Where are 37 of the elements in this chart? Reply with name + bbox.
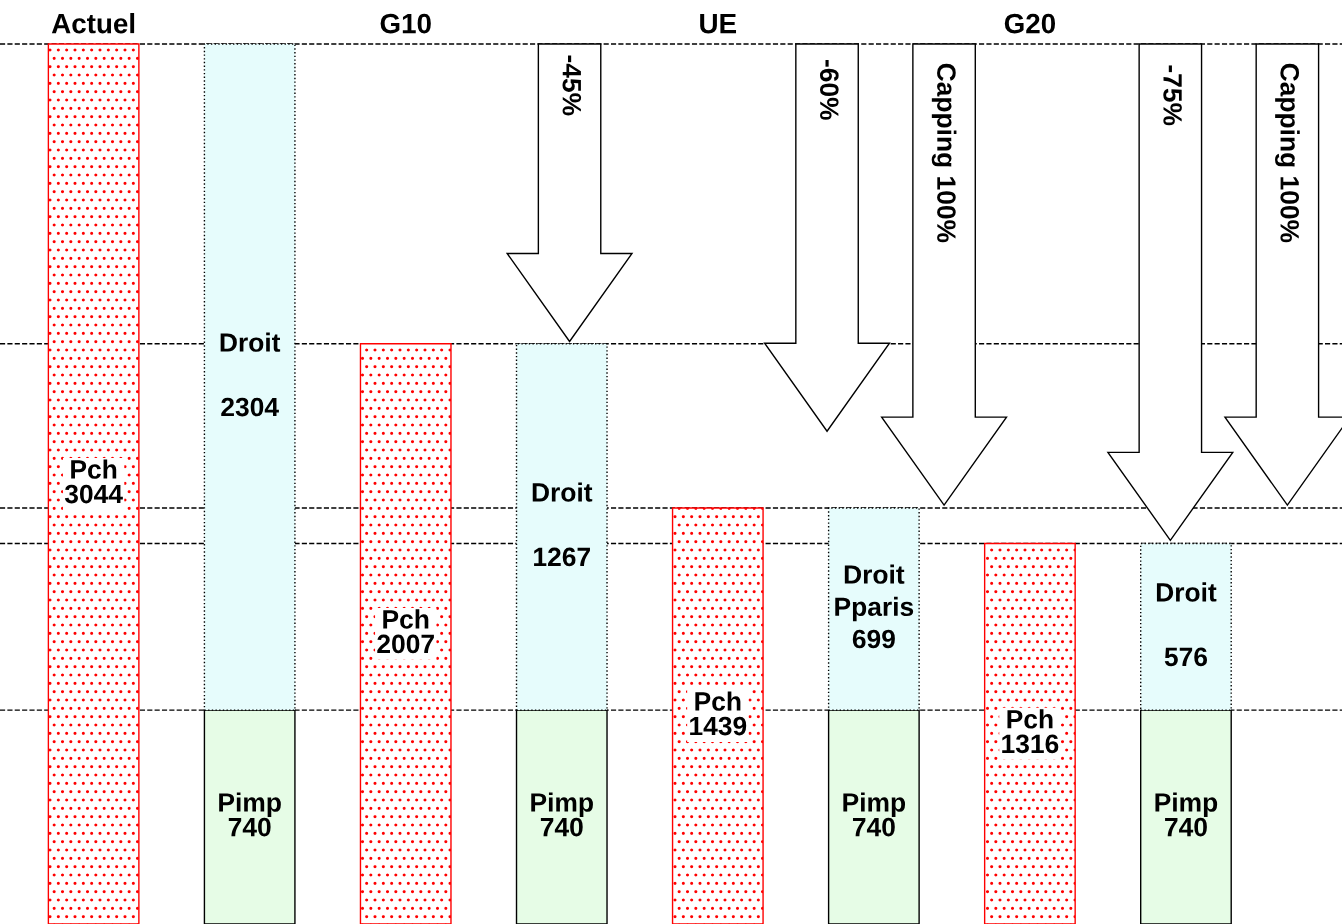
series-label: Pch <box>383 609 429 629</box>
text: Pch <box>71 459 117 479</box>
data-label: 740 <box>540 817 583 837</box>
series-label: Droit <box>532 482 593 502</box>
x-tick-label: UE <box>700 14 737 34</box>
data-label: Pparis 699 <box>835 596 914 649</box>
text: Pimp <box>531 792 593 818</box>
data-label: 2007 <box>377 634 434 654</box>
bar <box>671 507 764 924</box>
text: Droit <box>1156 582 1217 602</box>
bar <box>359 343 452 924</box>
data-label: 576 <box>1164 647 1208 667</box>
bar <box>47 43 140 924</box>
series-label: Pimp <box>843 792 906 818</box>
data-label: 1439 <box>690 716 747 736</box>
data-label: 1316 <box>1002 734 1059 754</box>
annotation: Capping 100% <box>1275 63 1300 243</box>
x-tick-label: G20 <box>1004 13 1056 34</box>
annotation: -45% <box>562 55 582 116</box>
text: Pimp <box>1155 792 1218 818</box>
text: Droit <box>844 564 905 584</box>
data-label: 740 <box>1165 817 1207 837</box>
annotation: Capping 100% <box>931 63 957 243</box>
annotation: -75% <box>1163 65 1182 126</box>
annotation: -60% <box>819 59 839 120</box>
data-label: 3044 <box>64 484 123 504</box>
data-label: 1267 <box>534 547 590 567</box>
data-label: 740 <box>228 817 271 837</box>
bar <box>983 542 1076 924</box>
text: Pch <box>1007 709 1053 729</box>
x-tick-label: G10 <box>380 13 431 34</box>
x-tick-label: Actuel <box>51 12 135 34</box>
text: Droit <box>220 332 281 352</box>
data-label: 2304 <box>221 397 279 417</box>
text: Pch <box>695 691 741 711</box>
text: Pimp <box>219 792 281 818</box>
data-label: 740 <box>852 817 895 837</box>
